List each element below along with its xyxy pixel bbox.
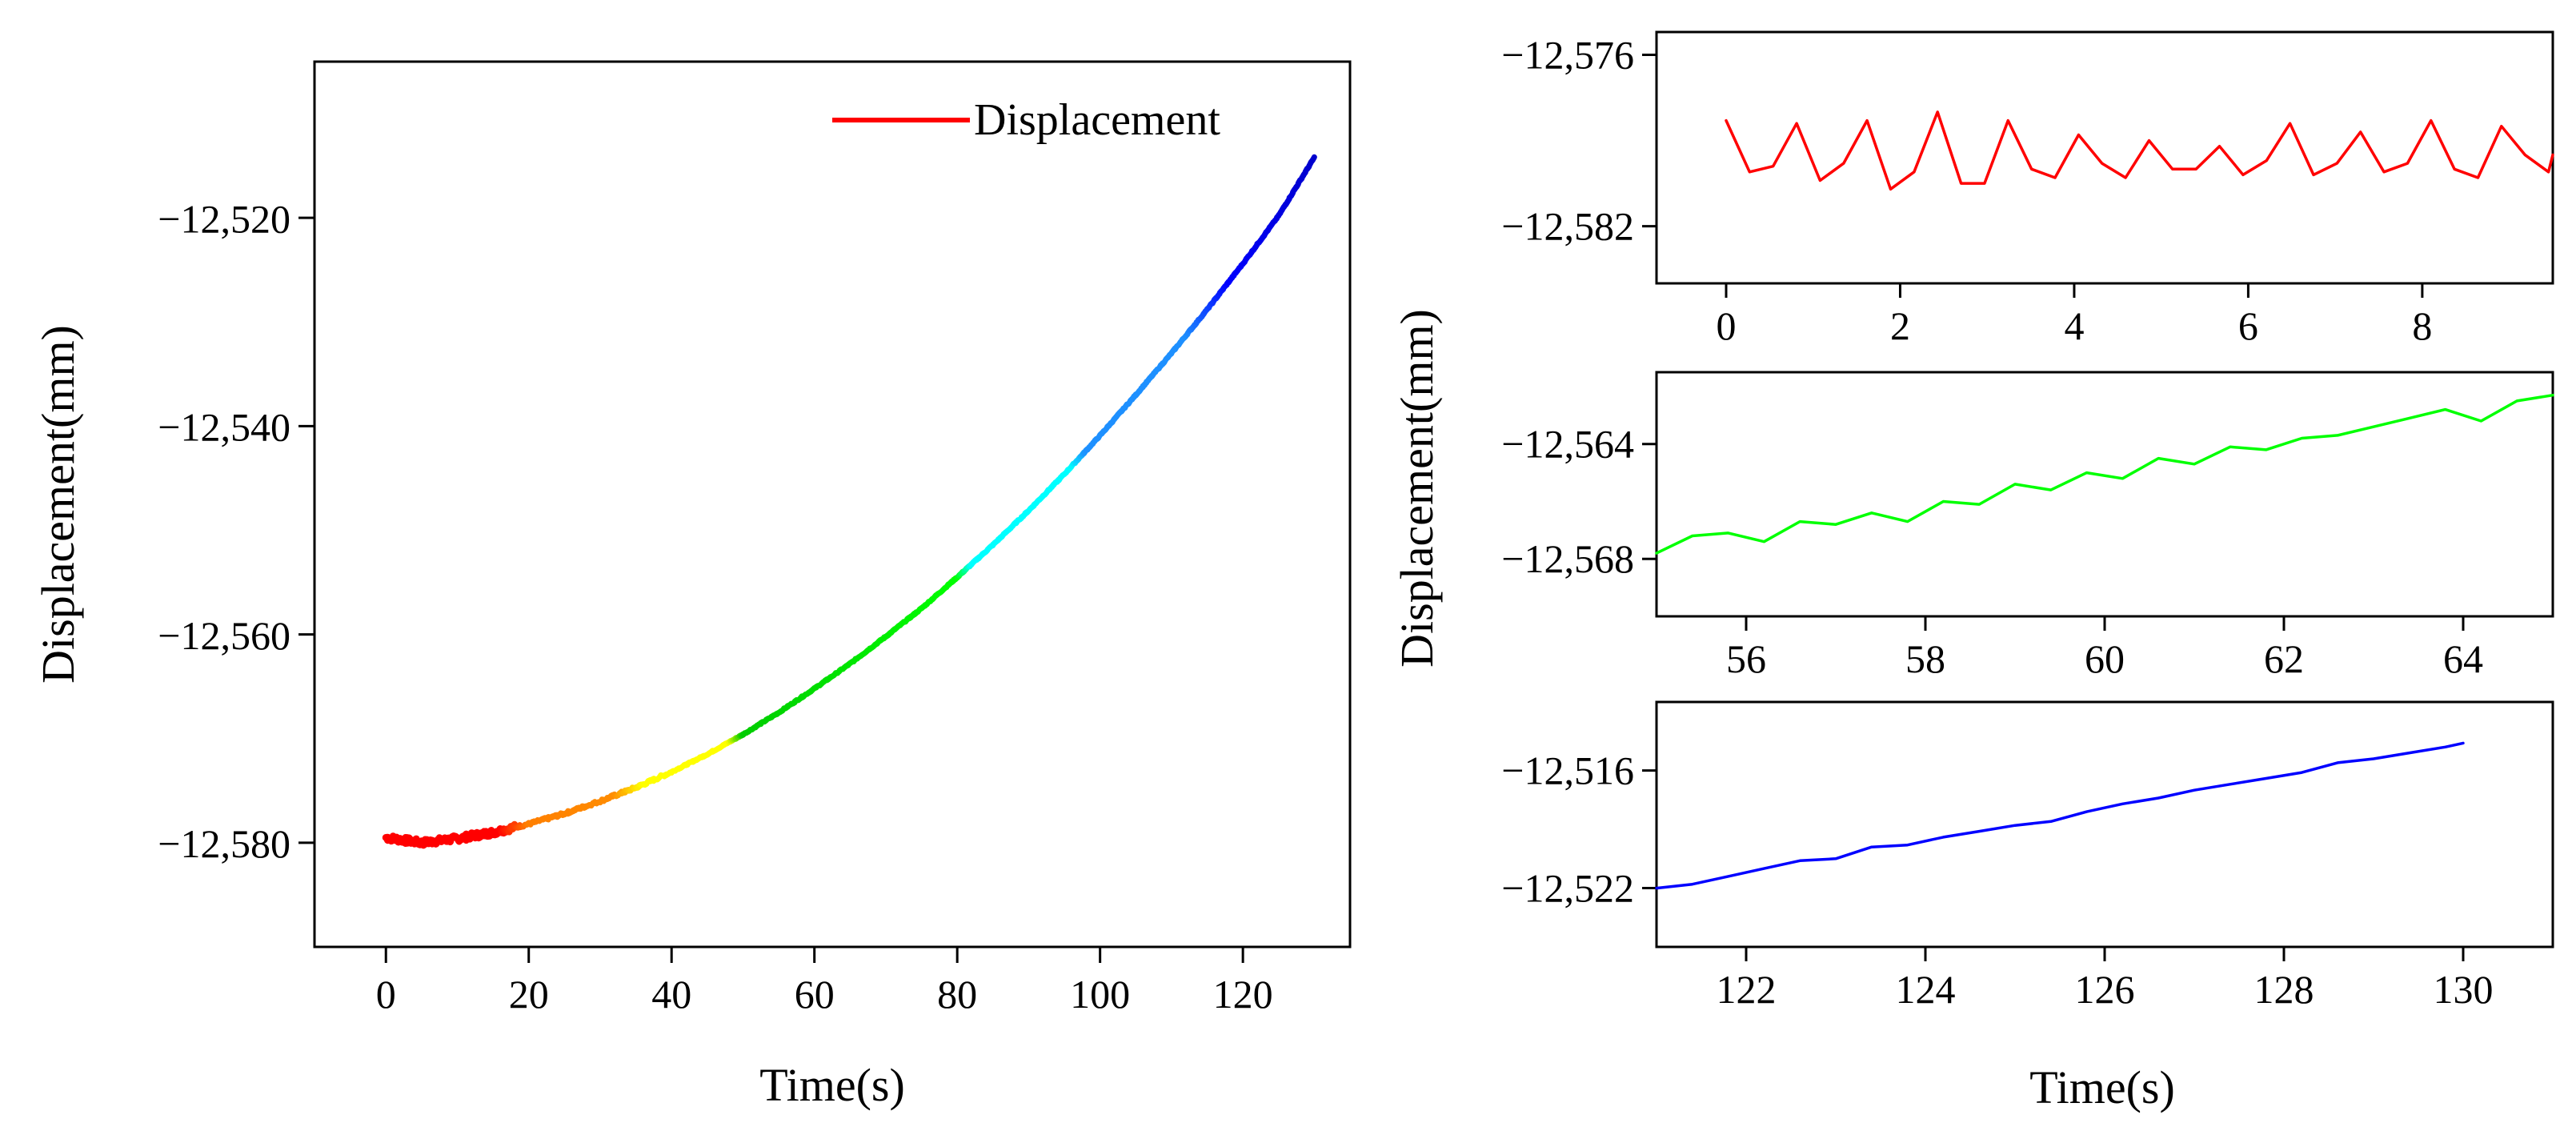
- main-x-tick-label: 60: [795, 972, 835, 1017]
- main-x-tick-label: 0: [376, 972, 396, 1017]
- zoom-1-x-tick-label: 0: [1716, 303, 1736, 348]
- main-x-tick-label: 20: [509, 972, 549, 1017]
- zoom-1-x-tick-label: 6: [2238, 303, 2258, 348]
- main-x-tick-label: 120: [1213, 972, 1273, 1017]
- zoom-3-x-tick-label: 126: [2075, 967, 2135, 1012]
- zoom-2-x-tick-label: 64: [2443, 636, 2483, 681]
- legend-label: Displacement: [974, 95, 1220, 145]
- zoom-1-plot-frame: [1655, 30, 2554, 285]
- right-y-axis-title: Displacement(mm): [1391, 309, 1443, 668]
- zoom-1-x-tick-label: 4: [2064, 303, 2084, 348]
- zoom-3-displacement-line: [1655, 741, 2465, 890]
- zoom-2-x-tick-label: 62: [2264, 636, 2304, 681]
- main-y-tick-label: −12,560: [158, 613, 290, 658]
- main-x-axis-title: Time(s): [759, 1059, 905, 1111]
- zoom-chart-1: 0 2 4 6 8 −12,582 −12,576: [1501, 30, 2554, 348]
- zoom-2-displacement-line: [1655, 393, 2554, 555]
- main-x-tick-label: 40: [651, 972, 691, 1017]
- main-y-tick-label: −12,540: [158, 405, 290, 450]
- zoom-3-plot-frame: [1655, 700, 2554, 949]
- main-plot-frame: [313, 60, 1352, 949]
- displacement-curve-segment: [1309, 154, 1317, 163]
- zoom-3-x-tick-label: 124: [1896, 967, 1956, 1012]
- main-chart: 0 20 40 60 80 100 120 −12,580 −12,560 −12,540 −12,…: [32, 60, 1352, 1111]
- zoom-2-x-tick-label: 58: [1905, 636, 1945, 681]
- main-x-tick-label: 80: [937, 972, 977, 1017]
- zoom-3-y-tick-label: −12,516: [1501, 748, 1634, 792]
- zoom-1-y-tick-label: −12,576: [1501, 32, 1634, 77]
- zoom-2-y-tick-label: −12,564: [1501, 422, 1634, 467]
- zoom-2-x-tick-label: 60: [2085, 636, 2125, 681]
- right-x-axis-title: Time(s): [2029, 1061, 2175, 1113]
- zoom-2-plot-frame: [1655, 371, 2554, 618]
- main-y-axis-title: Displacement(mm): [32, 325, 84, 684]
- displacement-curve-segment: [475, 832, 484, 842]
- zoom-3-y-tick-label: −12,522: [1501, 865, 1634, 910]
- zoom-1-y-tick-label: −12,582: [1501, 203, 1634, 248]
- main-x-tick-label: 100: [1070, 972, 1130, 1017]
- zoom-1-x-tick-label: 2: [1890, 303, 1910, 348]
- main-y-tick-label: −12,580: [158, 821, 290, 866]
- zoom-3-x-tick-label: 128: [2254, 967, 2314, 1012]
- zoom-chart-2: 56 58 60 62 64 −12,568 −12,564: [1501, 371, 2554, 681]
- zoom-2-y-tick-label: −12,568: [1501, 536, 1634, 581]
- zoom-3-x-tick-label: 130: [2434, 967, 2494, 1012]
- zoom-2-x-tick-label: 56: [1726, 636, 1766, 681]
- main-legend: Displacement: [832, 95, 1220, 145]
- zoom-chart-3: 122 124 126 128 130 −12,522 −12,516: [1501, 700, 2554, 1012]
- zoom-1-displacement-line: [1725, 110, 2554, 191]
- zoom-3-x-tick-label: 122: [1717, 967, 1777, 1012]
- zoom-1-x-tick-label: 8: [2412, 303, 2432, 348]
- main-y-tick-label: −12,520: [158, 196, 290, 241]
